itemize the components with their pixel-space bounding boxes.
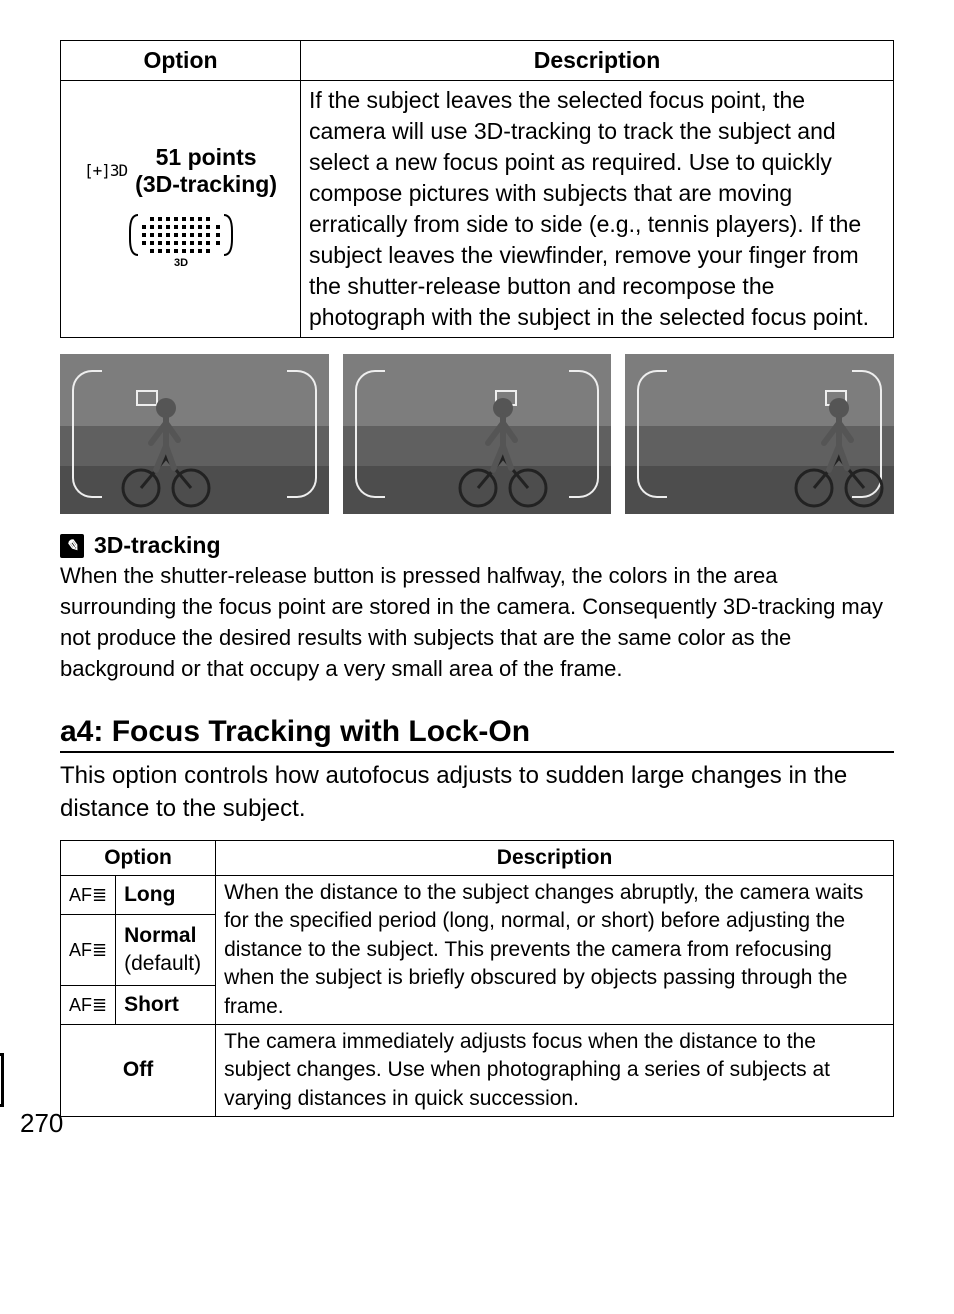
note-icon: ✎	[60, 534, 84, 558]
diagram-caption: 3D	[173, 257, 187, 267]
option-short-label: Short	[116, 985, 216, 1024]
section-intro: This option controls how autofocus adjus…	[60, 759, 894, 826]
page-number: 270	[20, 1108, 63, 1139]
table-row: AF≣ Long When the distance to the subjec…	[61, 876, 894, 915]
tracking-example-photos	[60, 354, 894, 514]
focus-tracking-lockon-table: Option Description AF≣ Long When the dis…	[60, 840, 894, 1117]
option-long-description: When the distance to the subject changes…	[216, 876, 894, 1025]
option-normal-sublabel: (default)	[124, 950, 207, 978]
option-label-line1: 51 points	[135, 144, 277, 172]
option-description: If the subject leaves the selected focus…	[301, 81, 894, 338]
example-photo-1	[60, 354, 329, 514]
table2-header-option: Option	[61, 840, 216, 875]
section-heading-a4: a4: Focus Tracking with Lock-On	[60, 715, 894, 753]
example-photo-3	[625, 354, 894, 514]
option-off-label: Off	[61, 1024, 216, 1116]
option-label-line2: (3D-tracking)	[135, 171, 277, 199]
af-area-mode-table: Option Description [+]3D 51 points (3D-t…	[60, 40, 894, 338]
table1-header-option: Option	[61, 41, 301, 81]
section-tab-menu-icon	[0, 1053, 4, 1107]
af-point-grid-diagram: 3D	[126, 209, 236, 275]
af-short-icon: AF≣	[61, 985, 116, 1024]
table1-header-description: Description	[301, 41, 894, 81]
note-title: 3D-tracking	[94, 532, 221, 559]
option-long-label: Long	[116, 876, 216, 915]
table2-header-description: Description	[216, 840, 894, 875]
cyclist-icon	[116, 388, 216, 508]
option-off-description: The camera immediately adjusts focus whe…	[216, 1024, 894, 1116]
manual-page: Option Description [+]3D 51 points (3D-t…	[0, 0, 954, 1147]
af-long-icon: AF≣	[61, 876, 116, 915]
option-normal-label: Normal	[124, 922, 207, 950]
cyclist-icon	[789, 388, 889, 508]
focus-3d-icon: [+]3D	[84, 160, 127, 182]
table-row: [+]3D 51 points (3D-tracking)	[61, 81, 894, 338]
af-normal-icon: AF≣	[61, 915, 116, 985]
note-body: When the shutter-release button is press…	[60, 561, 894, 684]
example-photo-2	[343, 354, 612, 514]
cyclist-icon	[453, 388, 553, 508]
table-row: Off The camera immediately adjusts focus…	[61, 1024, 894, 1116]
